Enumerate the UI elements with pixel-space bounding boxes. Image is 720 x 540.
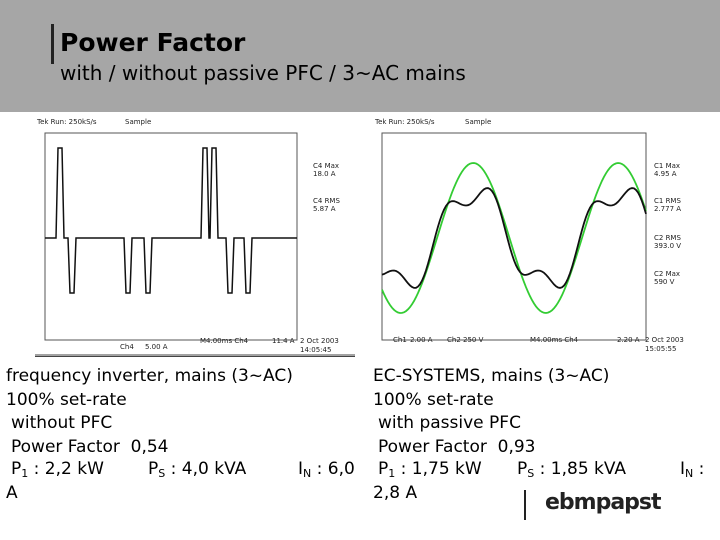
text: 1 bbox=[388, 467, 396, 480]
time: 14:05:45 bbox=[300, 346, 331, 354]
caption-line: EC-SYSTEMS, mains (3~AC) bbox=[373, 366, 610, 386]
trigger: 11.4 A bbox=[272, 337, 295, 345]
right-caption: EC-SYSTEMS, mains (3~AC) 100% set-rate w… bbox=[373, 365, 609, 459]
text: : 1,85 kVA bbox=[534, 459, 627, 479]
text: I bbox=[680, 459, 686, 479]
text: : 1,75 kW bbox=[395, 459, 482, 479]
waveform bbox=[45, 147, 297, 294]
in: IN : 6,0 bbox=[298, 459, 355, 480]
ps: PS : 4,0 kVA bbox=[148, 459, 246, 480]
timebase: M4.00ms Ch4 bbox=[530, 336, 579, 344]
ch1: Ch1 bbox=[393, 336, 407, 344]
caption-line: with passive PFC bbox=[378, 413, 521, 433]
date: 2 Oct 2003 bbox=[300, 337, 339, 345]
text: : bbox=[693, 459, 705, 479]
scopes: Tek Run: 250kS/s Sample C4 Max 18.0 A C4… bbox=[35, 116, 690, 360]
text: P bbox=[11, 459, 22, 479]
text: : 4,0 kVA bbox=[165, 459, 247, 479]
right-scope: Tek Run: 250kS/s Sample C1 Max 4.95 A C1… bbox=[372, 116, 690, 360]
timebase: M4.00ms Ch4 bbox=[200, 337, 249, 345]
logo: ebmpapst bbox=[545, 490, 662, 515]
p1: P1 : 1,75 kW bbox=[378, 459, 482, 480]
current-wave bbox=[381, 187, 647, 289]
c1-rms-value: 2.777 A bbox=[654, 205, 681, 213]
p1: P1 : 2,2 kW bbox=[11, 459, 104, 480]
mode: Sample bbox=[125, 118, 151, 126]
c2-max-value: 590 V bbox=[654, 278, 675, 286]
rms-value: 5.87 A bbox=[313, 205, 336, 213]
text: P bbox=[378, 459, 389, 479]
left-scope: Tek Run: 250kS/s Sample C4 Max 18.0 A C4… bbox=[35, 116, 355, 360]
time: 15:05:55 bbox=[645, 345, 676, 353]
c1-max-label: C1 Max bbox=[654, 162, 680, 170]
ch2: Ch2 bbox=[447, 336, 461, 344]
text: S bbox=[158, 467, 166, 480]
text: S bbox=[527, 467, 535, 480]
channel: Ch4 bbox=[120, 343, 134, 351]
c2-rms-value: 393.0 V bbox=[654, 242, 681, 250]
text: N bbox=[685, 467, 694, 480]
title: Power Factor bbox=[60, 28, 246, 57]
scale: 5.00 A bbox=[145, 343, 168, 351]
caption-line: Power Factor 0,54 bbox=[11, 436, 169, 457]
caption-line: frequency inverter, mains (3~AC) bbox=[6, 366, 293, 386]
status: Tek Run: 250kS/s bbox=[374, 118, 435, 126]
text: N bbox=[303, 467, 312, 480]
logo-bar bbox=[524, 490, 526, 520]
subtitle: with / without passive PFC / 3~AC mains bbox=[60, 61, 466, 85]
in-unit: A bbox=[6, 483, 18, 503]
status: Tek Run: 250kS/s bbox=[36, 118, 97, 126]
c2-max-label: C2 Max bbox=[654, 270, 680, 278]
ch2-scale: 250 V bbox=[463, 336, 484, 344]
date: 2 Oct 2003 bbox=[645, 336, 684, 344]
c2-rms-label: C2 RMS bbox=[654, 234, 681, 242]
header-bar bbox=[51, 24, 54, 64]
max-value: 18.0 A bbox=[313, 170, 336, 178]
c1-rms-label: C1 RMS bbox=[654, 197, 681, 205]
rms-label: C4 RMS bbox=[313, 197, 340, 205]
text: I bbox=[298, 459, 304, 479]
left-caption: frequency inverter, mains (3~AC) 100% se… bbox=[6, 365, 293, 459]
in-value: 2,8 A bbox=[373, 483, 418, 503]
in: IN : bbox=[680, 459, 704, 480]
header-band bbox=[0, 0, 720, 112]
mode: Sample bbox=[465, 118, 491, 126]
text: 1 bbox=[21, 467, 29, 480]
ps: PS : 1,85 kVA bbox=[517, 459, 626, 480]
text: : 6,0 bbox=[311, 459, 355, 479]
caption-line: without PFC bbox=[11, 413, 113, 433]
ch1-scale: 2.00 A bbox=[410, 336, 433, 344]
caption-line: 100% set-rate bbox=[6, 389, 127, 410]
trigger: 2.20 A bbox=[617, 336, 640, 344]
text: P bbox=[517, 459, 528, 479]
caption-line: Power Factor 0,93 bbox=[378, 436, 536, 457]
text: P bbox=[148, 459, 159, 479]
c1-max-value: 4.95 A bbox=[654, 170, 677, 178]
caption-line: 100% set-rate bbox=[373, 389, 494, 410]
max-label: C4 Max bbox=[313, 162, 339, 170]
left-caption-divider bbox=[35, 356, 355, 357]
text: : 2,2 kW bbox=[28, 459, 104, 479]
